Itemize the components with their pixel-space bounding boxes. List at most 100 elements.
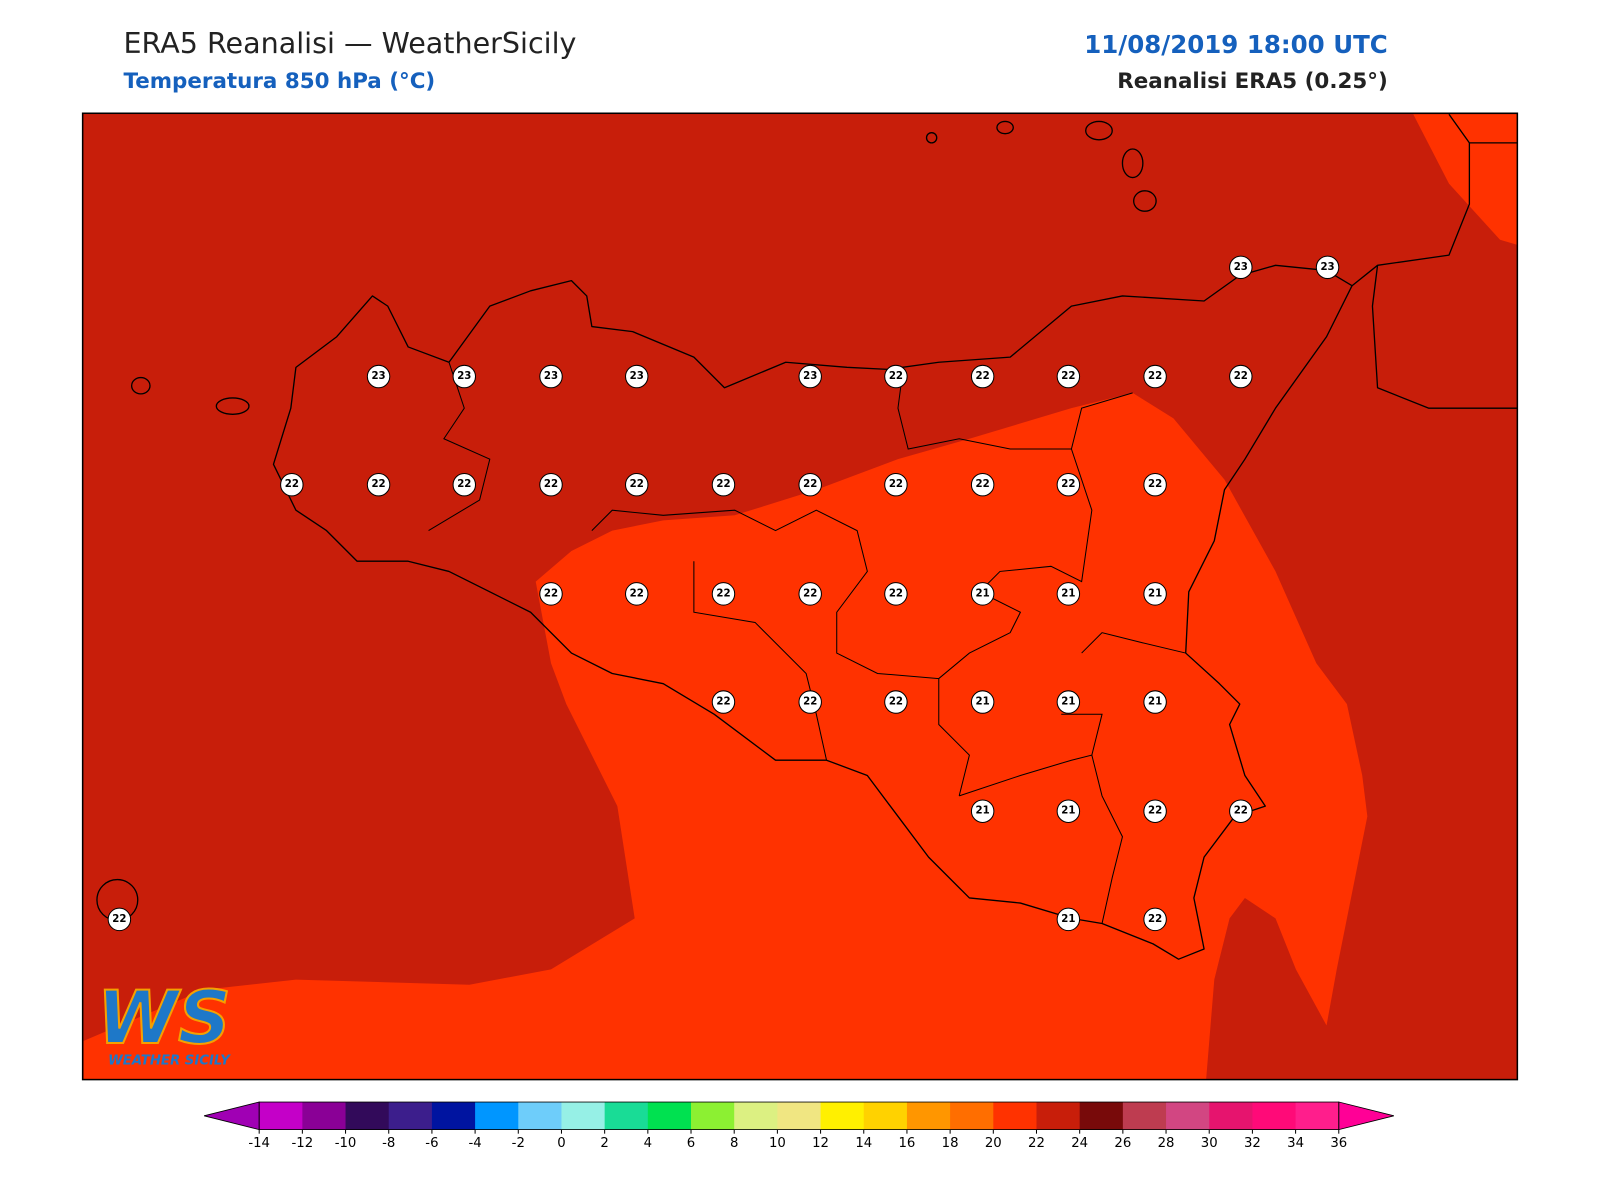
station-marker [711, 690, 736, 714]
station-marker [625, 364, 649, 389]
station-marker [1056, 582, 1081, 606]
station-value: 23 [457, 371, 471, 382]
station-marker [798, 472, 822, 497]
station-value: 22 [889, 697, 903, 708]
station-marker [366, 364, 391, 389]
station-marker [798, 364, 822, 389]
colorbar-tick-label: -12 [292, 1136, 314, 1151]
station-marker [1056, 799, 1081, 823]
station-value: 22 [803, 588, 817, 599]
station-value: 22 [371, 479, 385, 490]
station: 22 [798, 472, 822, 497]
valid-time: 11/08/2019 18:00 UTC [1084, 30, 1388, 59]
colorbar-tick-label: 4 [644, 1136, 652, 1151]
station: 23 [539, 364, 563, 389]
station-value: 22 [1234, 371, 1248, 382]
station-value: 22 [544, 479, 558, 490]
station-value: 22 [976, 371, 990, 382]
station: 21 [970, 799, 995, 823]
colorbar: -14 -12 -10 -8 -6 -4 -2 0 2 4 6 8 10 12 14 16 18 20 22 24 26… [203, 1101, 1394, 1151]
station: 22 [539, 472, 563, 497]
station-value: 22 [630, 588, 644, 599]
warm-contour [1413, 114, 1518, 245]
station-value: 21 [1061, 914, 1075, 925]
colorbar-tick-label: -4 [468, 1136, 481, 1151]
province-borders [428, 362, 1186, 924]
station-value: 22 [976, 479, 990, 490]
colorbar-tick-label: 12 [812, 1136, 829, 1151]
colorbar-tick-label: 6 [687, 1136, 695, 1151]
station: 22 [884, 472, 908, 497]
station-marker [970, 364, 995, 389]
station-value: 21 [1061, 588, 1075, 599]
station-value: 22 [1061, 479, 1075, 490]
station-marker [884, 364, 908, 389]
station-value: 21 [1061, 806, 1075, 817]
station-value: 22 [716, 479, 730, 490]
logo-name: WEATHER SICILY [108, 1053, 231, 1068]
station-value: 23 [1320, 262, 1334, 273]
station-value: 22 [285, 479, 299, 490]
colorbar-bin [993, 1102, 1037, 1130]
station: 23 [798, 364, 822, 389]
colorbar-tick-label: 14 [855, 1136, 872, 1151]
station: 22 [884, 582, 908, 606]
colorbar-tick-label: 30 [1201, 1136, 1218, 1151]
station-marker [711, 472, 736, 497]
station-value: 22 [889, 371, 903, 382]
station-marker [970, 472, 995, 497]
warm-contour [83, 392, 1368, 1080]
station: 22 [366, 472, 391, 497]
station-value: 22 [716, 588, 730, 599]
station: 23 [1315, 255, 1340, 280]
station-value: 21 [976, 806, 990, 817]
station: 22 [452, 472, 477, 497]
colorbar-outline [258, 1101, 1340, 1130]
station-marker [452, 364, 477, 389]
station: 21 [970, 582, 995, 606]
station-marker [625, 472, 649, 497]
station: 22 [107, 907, 132, 932]
colorbar-bin [1079, 1102, 1124, 1130]
station: 22 [1056, 364, 1081, 389]
station: 22 [1056, 472, 1081, 497]
station-value: 23 [803, 371, 817, 382]
station: 22 [280, 472, 304, 497]
station-marker [280, 472, 304, 497]
station-value: 21 [1061, 697, 1075, 708]
station-marker [1143, 799, 1167, 823]
colorbar-bin [604, 1102, 649, 1130]
title: ERA5 Reanalisi — WeatherSicily [123, 26, 576, 60]
colorbar-tick-label: 18 [942, 1136, 959, 1151]
station-value: 22 [1061, 371, 1075, 382]
station: 22 [970, 472, 995, 497]
station-marker [1143, 472, 1167, 497]
station-marker [884, 690, 908, 714]
logo-mark: WS [97, 976, 231, 1061]
station: 21 [970, 690, 995, 714]
colorbar-bin [906, 1102, 951, 1130]
colorbar-bin [734, 1102, 778, 1130]
station-value: 22 [1148, 914, 1162, 925]
colorbar-tick-label: 36 [1330, 1136, 1347, 1151]
station-marker [1143, 582, 1167, 606]
station-marker [1056, 907, 1081, 932]
colorbar-tick-label: 24 [1071, 1136, 1088, 1151]
station: 22 [970, 364, 995, 389]
station-value: 22 [1148, 371, 1162, 382]
station-marker [970, 799, 995, 823]
colorbar-bin [1122, 1102, 1167, 1130]
colorbar-bin [1295, 1102, 1340, 1130]
station-marker [1229, 364, 1253, 389]
colorbar-tick-label: -6 [425, 1136, 438, 1151]
station-marker [1315, 255, 1340, 280]
station-value: 22 [112, 914, 126, 925]
station-value: 21 [1148, 588, 1162, 599]
colorbar-tick-label: -10 [335, 1136, 357, 1151]
station: 22 [798, 690, 822, 714]
station: 22 [711, 472, 736, 497]
station-value: 23 [371, 371, 385, 382]
station: 21 [1056, 690, 1081, 714]
station-marker [884, 582, 908, 606]
